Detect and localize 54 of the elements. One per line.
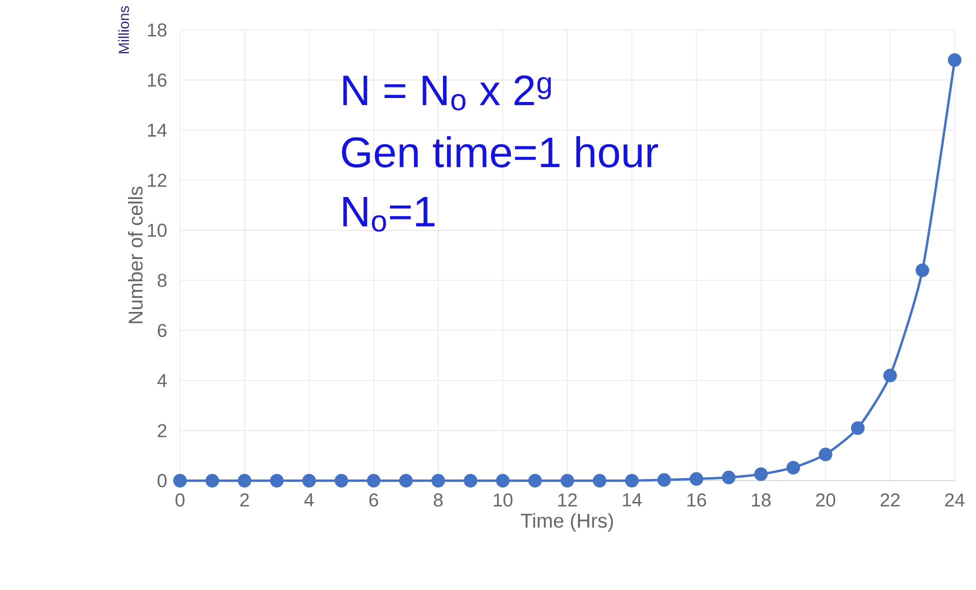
- y-tick-label: 18: [148, 23, 166, 37]
- point: [592, 474, 606, 488]
- y-tick-label: 16: [148, 73, 166, 87]
- point: [238, 474, 252, 488]
- x-tick-label: 2: [240, 493, 249, 506]
- x-tick-label: 6: [369, 493, 378, 507]
- point: [690, 472, 704, 486]
- y-tick-label: 6: [158, 324, 166, 338]
- x-tick-label: 16: [687, 493, 706, 507]
- point: [916, 264, 930, 278]
- point: [948, 53, 962, 67]
- point: [560, 474, 574, 488]
- point: [625, 474, 639, 488]
- annotation: N = N$_{o}$ x 2$^{g}$: [343, 75, 551, 110]
- point: [883, 368, 897, 382]
- x-tick-label: 18: [752, 493, 771, 507]
- text: Millions: [118, 6, 130, 54]
- x-tick-label: 8: [434, 493, 443, 507]
- annotation: N$_{o}$=1: [343, 197, 434, 232]
- annotation: Gen time=1 hour: [342, 136, 658, 168]
- point: [399, 474, 413, 488]
- point: [851, 421, 865, 435]
- y-tick-label: 4: [157, 374, 167, 387]
- point: [302, 474, 316, 488]
- y-tick-label: 8: [158, 274, 166, 287]
- x-tick-label: 10: [494, 493, 512, 507]
- point: [528, 474, 542, 488]
- y-tick-label: 12: [148, 174, 166, 187]
- point: [464, 474, 478, 488]
- point: [431, 474, 446, 488]
- point: [754, 467, 768, 481]
- y-axis-title: Number of cells: [128, 186, 143, 324]
- point: [366, 474, 380, 488]
- y-tick-label: 2: [158, 424, 166, 438]
- y-tick-label: 10: [148, 224, 167, 237]
- y-tick-label: 0: [158, 474, 167, 488]
- x-tick-label: 12: [558, 493, 577, 506]
- x-axis-title: Time (Hrs): [520, 513, 613, 532]
- point: [270, 474, 284, 488]
- x-tick-label: 24: [945, 493, 964, 506]
- point: [205, 474, 220, 488]
- point: [657, 473, 671, 487]
- point: [786, 460, 800, 474]
- x-tick-label: 20: [816, 493, 836, 507]
- y-tick-label: 14: [148, 124, 167, 137]
- point: [173, 474, 187, 488]
- x-tick-label: 14: [622, 493, 642, 506]
- point: [818, 448, 832, 462]
- x-tick-label: 0: [176, 493, 184, 507]
- point: [722, 470, 736, 484]
- x-tick-label: 22: [880, 493, 900, 506]
- point: [496, 474, 510, 488]
- x-tick-label: 4: [304, 493, 314, 506]
- point: [334, 474, 348, 488]
